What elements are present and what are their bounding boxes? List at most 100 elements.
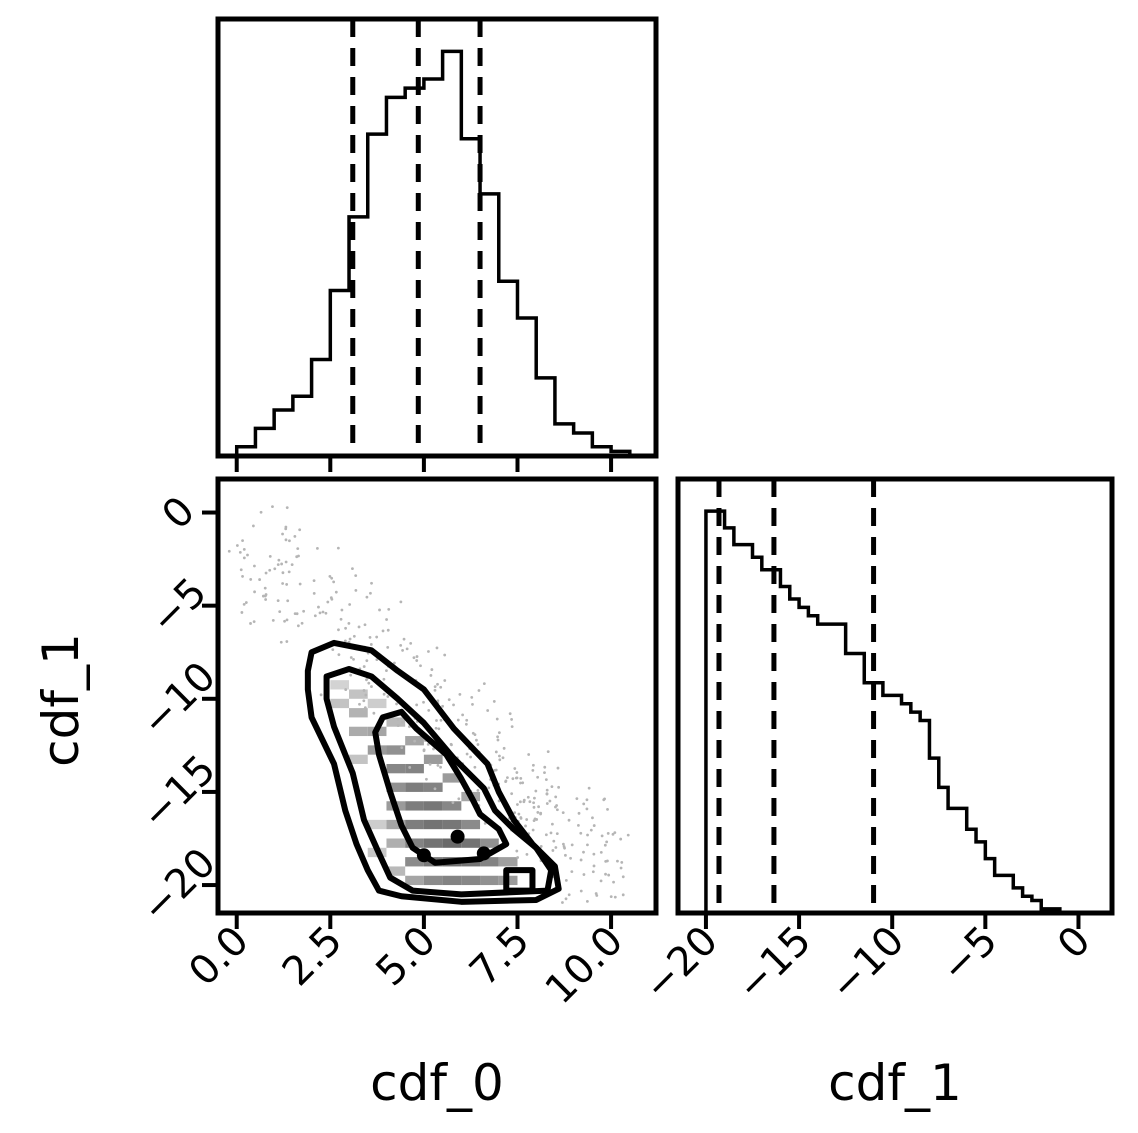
scatter-point [476,743,480,746]
scatter-point [592,852,596,856]
hist-cdf0-ticks [234,456,614,472]
scatter-point [362,665,366,668]
scatter-point [399,600,403,604]
scatter-point [312,591,316,595]
scatter-point [281,571,285,575]
scatter-point [569,856,572,860]
scatter-point [506,776,509,780]
scatter-point [482,682,486,685]
scatter-point [264,571,268,575]
scatter-point [273,567,277,571]
scatter-point [545,792,549,796]
scatter-point [577,823,580,827]
scatter-point [241,539,244,542]
inner-contour [372,708,510,866]
x-tick-label-2: 5.0 [367,918,445,996]
scatter-point [494,750,498,754]
scatter-point [464,722,468,726]
scatter-point [238,550,242,554]
density-cell [386,866,406,876]
scatter-point [436,682,439,686]
hist-cdf1-ticks: −20 −15 −10 −5 0 [635,913,1100,1010]
scatter-point [336,546,340,550]
scatter-point [592,864,596,868]
scatter-point [549,831,553,835]
scatter-point [585,899,589,903]
scatter-point [536,811,540,814]
scatter-point [285,640,289,643]
scatter-point [253,590,256,594]
density-cell [442,801,462,811]
mid-contour [323,665,555,898]
scatter-point [375,658,379,662]
scatter-point [561,811,565,815]
scatter-point [579,858,583,862]
x-tick-label-0: −20 [635,918,727,1010]
scatter-point [288,539,291,543]
scatter-point [577,811,581,815]
scatter-point [564,853,567,857]
scatter-point [511,777,515,781]
scatter-point [626,833,630,837]
scatter-point [501,756,505,760]
scatter-point [385,669,388,673]
density-cell [386,782,406,792]
scatter-point [348,637,352,641]
density-cell [480,857,499,867]
density-cell [423,838,443,848]
joint-y-ticks: −20−15−10 −5 0 [133,488,225,932]
scatter-point [486,709,490,712]
scatter-point [337,653,341,657]
scatter-point [321,610,325,614]
scatter-point [402,637,406,641]
scatter-point [539,812,542,816]
scatter-point [313,614,317,618]
scatter-point [567,818,571,822]
scatter-point [412,656,416,660]
scatter-point [401,721,404,724]
scatter-point [401,649,404,652]
scatter-point [461,713,465,717]
scatter-point [564,878,568,882]
scatter-point [422,749,426,753]
scatter-point [249,622,252,625]
scatter-point [620,860,624,864]
scatter-point [528,800,532,804]
scatter-point [554,795,558,799]
scatter-point [435,719,438,722]
y-tick-label-2: −10 [133,653,225,745]
scatter-point [504,779,508,783]
scatter-point [508,712,512,716]
scatter-point [524,824,527,828]
scatter-point [496,738,500,742]
scatter-point [533,796,536,800]
scatter-point [555,804,559,807]
scatter-point [235,544,239,547]
density-cell [461,875,481,886]
scatter-point [447,698,451,702]
scatter-point [521,781,525,785]
scatter-point [515,776,519,780]
scatter-point [516,803,519,806]
scatter-point [556,766,560,770]
density-cell [349,754,368,764]
scatter-point [492,700,496,703]
scatter-point [561,901,564,904]
scatter-point [497,799,501,803]
scatter-point [519,816,523,820]
scatter-point [611,832,615,836]
scatter-point [422,700,425,704]
scatter-point [432,747,435,751]
scatter-point [510,725,514,729]
scatter-point [531,763,535,767]
density-cell [386,838,406,848]
scatter-point [548,799,552,803]
scatter-point [487,786,491,790]
scatter-point [600,834,604,838]
scatter-point [554,846,558,849]
density-cell [461,819,481,830]
scatter-point [451,801,455,805]
scatter-point [532,805,536,809]
scatter-point [427,709,431,712]
scatter-point [415,655,419,658]
